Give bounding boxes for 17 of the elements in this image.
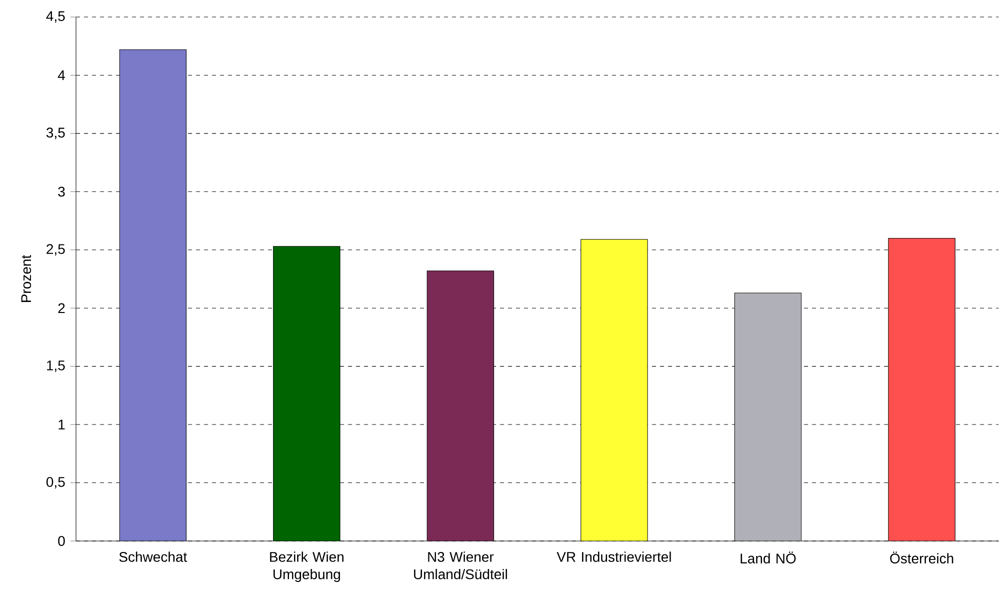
x-tick-label: VR Industrieviertel: [556, 552, 671, 562]
y-tick-label: 3: [58, 186, 65, 197]
y-tick-label: 1,5: [46, 360, 65, 372]
y-tick-label: 0,5: [46, 476, 65, 489]
x-tick-label: Land NÖ: [740, 552, 796, 564]
y-tick-label: 4: [58, 70, 65, 80]
y-tick-label: 2,5: [46, 244, 65, 256]
x-tick-label: Schwechat: [119, 552, 188, 562]
y-tick-label: 4,5: [46, 11, 65, 23]
y-axis-title: Prozent: [21, 254, 32, 302]
y-tick-label: 1: [58, 420, 65, 430]
y-tick-label: 2: [58, 303, 65, 313]
x-tick-label: Österreich: [890, 552, 954, 564]
y-tick-label: 3,5: [46, 128, 65, 140]
x-tick-label: N3 Wiener Umland/Südteil: [414, 552, 507, 580]
y-tick-label: 0: [58, 536, 65, 546]
x-tick-label: Bezirk Wien Umgebung: [270, 552, 344, 582]
